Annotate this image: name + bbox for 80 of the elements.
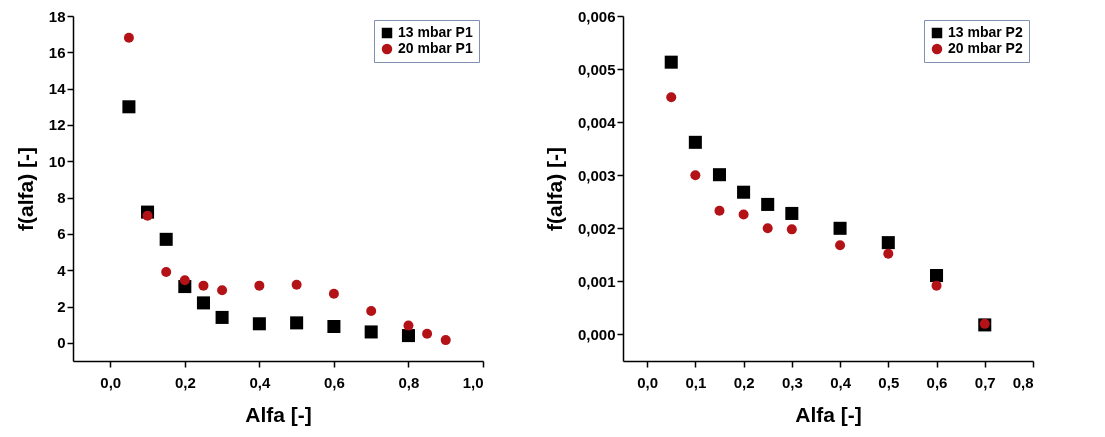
point [930, 269, 944, 283]
y-axis-title: f(alfa) [-] [542, 147, 566, 231]
y-tick-label: 0,001 [577, 272, 616, 290]
x-tick-label: 0,8 [1012, 373, 1034, 391]
x-tick-label: 0,8 [398, 373, 420, 391]
y-tick-label: 14 [48, 80, 67, 98]
y-tick-label: 4 [57, 261, 67, 279]
point [786, 224, 797, 235]
point [422, 328, 433, 339]
x-tick-label: 0,3 [781, 373, 803, 391]
point [666, 92, 677, 103]
y-tick-label: 0 [57, 334, 66, 352]
x-axis-title: Alfa [-] [795, 402, 862, 426]
point [690, 170, 701, 181]
x-tick-label: 0,4 [249, 373, 271, 391]
y-tick-label: 2 [57, 298, 66, 316]
point [762, 223, 773, 234]
point [664, 55, 678, 69]
point [761, 197, 775, 211]
x-tick-label: 0,5 [878, 373, 900, 391]
point [931, 280, 942, 291]
legend-label: 13 mbar P2 [948, 24, 1023, 40]
legend-label: 20 mbar P2 [948, 40, 1023, 56]
point [688, 135, 702, 149]
x-tick-label: 0,2 [733, 373, 755, 391]
x-tick-label: 0,6 [926, 373, 948, 391]
y-tick-label: 10 [48, 152, 66, 170]
y-tick-label: 18 [48, 7, 66, 25]
point [403, 320, 414, 331]
point [122, 100, 136, 114]
y-tick-label: 16 [48, 43, 66, 61]
x-tick-label: 0,2 [174, 373, 196, 391]
y-tick-label: 0,003 [577, 166, 616, 184]
point [215, 310, 229, 324]
point [252, 317, 266, 331]
point [833, 221, 847, 235]
point [291, 279, 302, 290]
point [883, 248, 894, 259]
y-tick-label: 0,006 [577, 7, 616, 25]
point [785, 206, 799, 220]
point [737, 185, 751, 199]
point [179, 275, 190, 286]
x-tick-label: 0,0 [637, 373, 659, 391]
point [714, 205, 725, 216]
y-axis-title: f(alfa) [-] [13, 147, 37, 231]
x-tick-label: 0,4 [830, 373, 852, 391]
point [712, 168, 726, 182]
y-tick-label: 6 [57, 225, 66, 243]
point [881, 236, 895, 250]
y-tick-label: 12 [48, 116, 66, 134]
y-tick-label: 0,004 [577, 113, 617, 131]
point [159, 232, 173, 246]
x-axis-title: Alfa [-] [245, 402, 312, 426]
x-tick-label: 1,0 [462, 373, 484, 391]
x-tick-label: 0,7 [974, 373, 996, 391]
point [198, 280, 209, 291]
y-tick-label: 8 [57, 189, 66, 207]
point [123, 32, 134, 43]
x-tick-label: 0,1 [685, 373, 707, 391]
point [290, 316, 304, 330]
point [328, 288, 339, 299]
x-tick-label: 0,6 [323, 373, 345, 391]
point [366, 306, 377, 317]
point [401, 329, 415, 343]
point [440, 335, 451, 346]
point [835, 240, 846, 251]
y-tick-label: 0,000 [577, 325, 616, 343]
y-tick-label: 0,005 [577, 60, 616, 78]
legend-label: 20 mbar P1 [398, 40, 473, 56]
point [254, 280, 265, 291]
point [142, 210, 153, 221]
point [364, 325, 378, 339]
point [196, 296, 210, 310]
point [217, 285, 228, 296]
y-tick-label: 0,002 [577, 219, 616, 237]
point [738, 209, 749, 220]
point [161, 267, 172, 278]
legend-label: 13 mbar P1 [398, 24, 473, 40]
point [327, 319, 341, 334]
x-tick-label: 0,0 [100, 373, 122, 391]
